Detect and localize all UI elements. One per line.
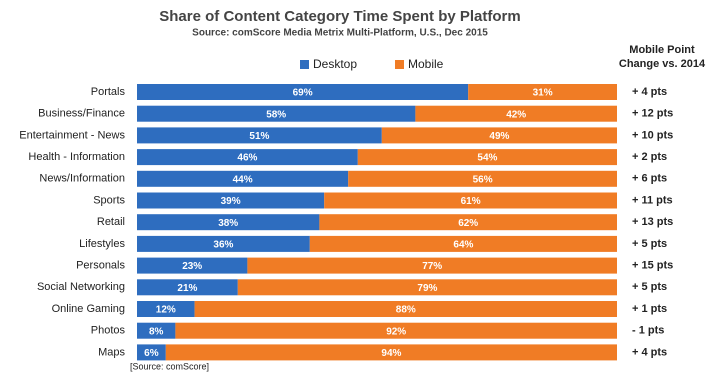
point-change: + 12 pts [632, 108, 673, 120]
legend-label: Desktop [313, 57, 357, 71]
y-tick-label: Social Networking [37, 281, 125, 293]
bar-segment [319, 214, 617, 231]
point-change: + 5 pts [632, 238, 667, 250]
point-change: + 15 pts [632, 260, 673, 272]
chart-subtitle: Source: comScore Media Metrix Multi-Plat… [192, 28, 488, 39]
point-change: + 4 pts [632, 86, 667, 98]
bar-label: 56% [473, 174, 493, 185]
point-change-header: Mobile Point [629, 44, 695, 56]
bar-segment [137, 344, 166, 361]
bar-label: 21% [177, 283, 197, 294]
bar-segment [194, 301, 617, 317]
bar-segment [357, 149, 617, 166]
y-tick-label: Business/Finance [38, 108, 125, 120]
bar-segment [137, 214, 320, 231]
point-change: + 4 pts [632, 346, 667, 358]
bar-label: 69% [293, 88, 313, 99]
bar-segment [324, 192, 617, 209]
bar-label: 51% [249, 131, 269, 142]
bar-label: 64% [453, 240, 473, 251]
y-tick-label: Lifestyles [79, 238, 125, 250]
bar-label: 79% [417, 283, 437, 294]
bar-label: 49% [489, 131, 509, 142]
legend-swatch [300, 60, 309, 69]
bar-segment [309, 235, 617, 252]
bar-segment [415, 105, 617, 122]
bar-label: 46% [237, 153, 257, 164]
point-change: + 10 pts [632, 129, 673, 141]
bar-segment [137, 170, 349, 187]
bar-segment [247, 257, 617, 274]
point-change: - 1 pts [632, 325, 664, 337]
bar-segment [348, 170, 617, 187]
y-tick-label: Sports [93, 194, 125, 206]
bar-label: 12% [156, 305, 176, 316]
bar-segment [137, 279, 238, 296]
y-tick-label: News/Information [39, 173, 125, 185]
bar-label: 42% [506, 109, 526, 120]
bar-segment [137, 105, 416, 122]
bar-segment [137, 301, 195, 317]
bar-segment [137, 84, 469, 100]
chart-title: Share of Content Category Time Spent by … [159, 8, 520, 25]
bar-segment [137, 257, 248, 274]
bar-label: 88% [396, 305, 416, 316]
bar-segment [137, 127, 382, 144]
legend-swatch [395, 60, 404, 69]
bar-label: 58% [266, 109, 286, 120]
bar-label: 6% [144, 348, 159, 359]
point-change: + 6 pts [632, 173, 667, 185]
bar-label: 77% [422, 261, 442, 272]
bar-label: 23% [182, 261, 202, 272]
bar-segment [237, 279, 618, 296]
bar-segment [165, 344, 618, 361]
point-change: + 1 pts [632, 303, 667, 315]
point-change-header: Change vs. 2014 [619, 58, 706, 70]
y-tick-label: Health - Information [28, 151, 125, 163]
bar-label: 54% [477, 153, 497, 164]
y-tick-label: Portals [91, 86, 126, 98]
bar-segment [381, 127, 617, 144]
y-tick-label: Maps [98, 346, 125, 358]
bar-label: 94% [381, 348, 401, 359]
bar-label: 36% [213, 240, 233, 251]
bar-segment [137, 149, 358, 166]
bar-label: 39% [221, 196, 241, 207]
y-tick-label: Retail [97, 216, 125, 228]
bar-label: 61% [461, 196, 481, 207]
bar-label: 8% [149, 326, 164, 337]
source-note: [Source: comScore] [130, 361, 209, 371]
bar-label: 31% [533, 88, 553, 99]
point-change: + 2 pts [632, 151, 667, 163]
point-change: + 5 pts [632, 281, 667, 293]
bar-segment [137, 235, 310, 252]
point-change: + 13 pts [632, 216, 673, 228]
bar-segment [175, 322, 617, 339]
bar-segment [137, 192, 325, 209]
y-tick-label: Entertainment - News [19, 129, 125, 141]
bar-label: 62% [458, 218, 478, 229]
bar-segment [468, 84, 617, 100]
bar-label: 92% [386, 326, 406, 337]
legend-label: Mobile [408, 57, 444, 71]
bar-label: 38% [218, 218, 238, 229]
bar-segment [137, 322, 176, 339]
bar-label: 44% [233, 174, 253, 185]
y-tick-label: Personals [76, 260, 125, 272]
y-tick-label: Online Gaming [52, 303, 125, 315]
point-change: + 11 pts [632, 194, 673, 206]
y-tick-label: Photos [91, 325, 126, 337]
